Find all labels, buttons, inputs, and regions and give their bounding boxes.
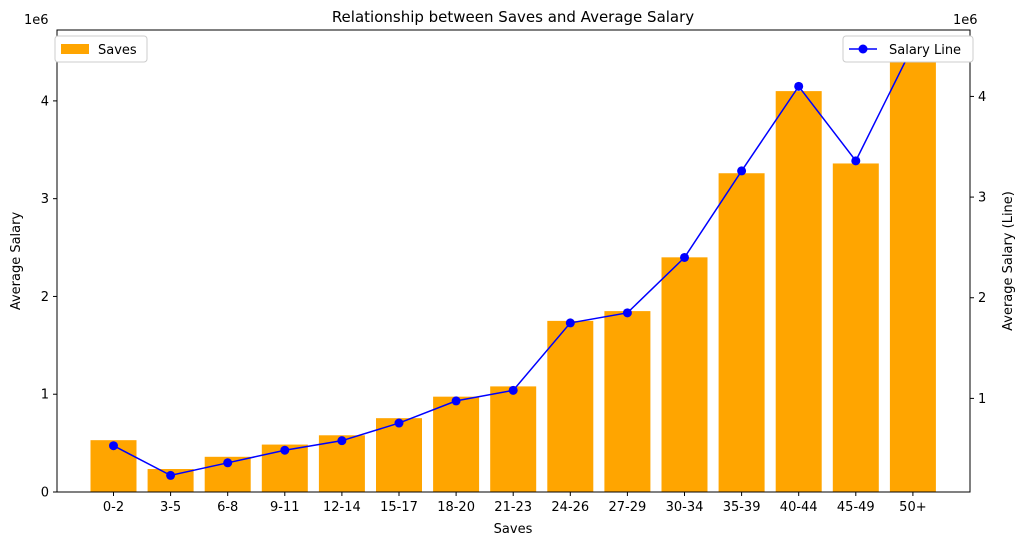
- salary-point-24-26: [565, 318, 575, 328]
- y-tick-label-right-3: 3: [978, 191, 986, 206]
- legend-salary-line-label: Salary Line: [889, 43, 961, 58]
- x-tick-label-3-5: 3-5: [160, 500, 181, 515]
- x-tick-label-50+: 50+: [899, 500, 926, 515]
- salary-point-30-34: [680, 252, 689, 262]
- y-offset-left: 1e6: [24, 13, 49, 28]
- y-tick-label-right-4: 4: [978, 90, 986, 105]
- salary-point-15-17: [394, 418, 404, 428]
- axes-group: 0-2 3-5 6-8 9-11 12-14 15-17 18-20 21-23 24-26 27…: [41, 29, 986, 515]
- bar-45-49: [832, 163, 879, 492]
- y-tick-label-right-1: 1: [978, 392, 986, 407]
- salary-point-9-11: [280, 445, 290, 455]
- bar-21-23: [490, 386, 537, 492]
- y-tick-label-left-1: 1: [41, 388, 49, 403]
- x-tick-label-6-8: 6-8: [217, 500, 238, 515]
- salary-point-3-5: [166, 470, 176, 480]
- y-tick-label-left-4: 4: [41, 94, 49, 109]
- x-tick-label-40-44: 40-44: [780, 500, 818, 515]
- y-tick-label-left-3: 3: [41, 192, 49, 207]
- salary-point-6-8: [223, 458, 233, 468]
- salary-point-18-20: [451, 396, 461, 406]
- bar-15-17: [376, 418, 422, 492]
- salary-point-12-14: [337, 436, 347, 446]
- x-tick-label-45-49: 45-49: [837, 500, 875, 515]
- y-tick-label-right-2: 2: [978, 291, 986, 306]
- bar-27-29: [604, 311, 651, 492]
- x-tick-label-27-29: 27-29: [609, 500, 647, 515]
- salary-point-40-44: [794, 81, 804, 91]
- bar-50+: [889, 52, 936, 492]
- salary-point-45-49: [851, 156, 861, 166]
- legend-right-box: [842, 35, 974, 63]
- legend-salary-line-marker: [858, 44, 868, 54]
- legend-saves-swatch: [61, 44, 89, 54]
- legend-left: Saves: [54, 35, 148, 63]
- x-axis-title: Saves: [494, 522, 533, 537]
- y-axis-title-left: Average Salary: [9, 212, 24, 311]
- y-axis-title-right: Average Salary (Line): [1001, 191, 1016, 331]
- bars-group: [90, 52, 936, 492]
- x-tick-label-24-26: 24-26: [551, 500, 589, 515]
- salary-point-27-29: [622, 308, 632, 318]
- x-tick-label-0-2: 0-2: [103, 500, 124, 515]
- salary-point-0-2: [109, 441, 118, 451]
- legend-left-box: [54, 35, 148, 63]
- x-tick-label-30-34: 30-34: [666, 500, 704, 515]
- bar-3-5: [147, 469, 194, 492]
- y-tick-label-left-2: 2: [41, 290, 49, 305]
- bar-30-34: [661, 257, 708, 492]
- x-tick-label-35-39: 35-39: [723, 500, 761, 515]
- y-offset-right: 1e6: [953, 13, 978, 28]
- bar-35-39: [718, 173, 765, 492]
- chart-title: Relationship between Saves and Average S…: [332, 8, 694, 26]
- bar-40-44: [775, 91, 822, 492]
- y-tick-label-left-0: 0: [41, 486, 49, 501]
- legend-right: Salary Line: [842, 35, 974, 63]
- x-tick-label-12-14: 12-14: [323, 500, 361, 515]
- salary-point-35-39: [737, 166, 747, 176]
- bar-24-26: [547, 320, 594, 492]
- x-tick-label-15-17: 15-17: [380, 500, 418, 515]
- bar-18-20: [433, 396, 480, 492]
- x-tick-label-21-23: 21-23: [494, 500, 532, 515]
- legend-saves-label: Saves: [98, 43, 137, 58]
- x-tick-label-9-11: 9-11: [270, 500, 300, 515]
- salary-point-21-23: [508, 385, 518, 395]
- x-tick-label-18-20: 18-20: [437, 500, 475, 515]
